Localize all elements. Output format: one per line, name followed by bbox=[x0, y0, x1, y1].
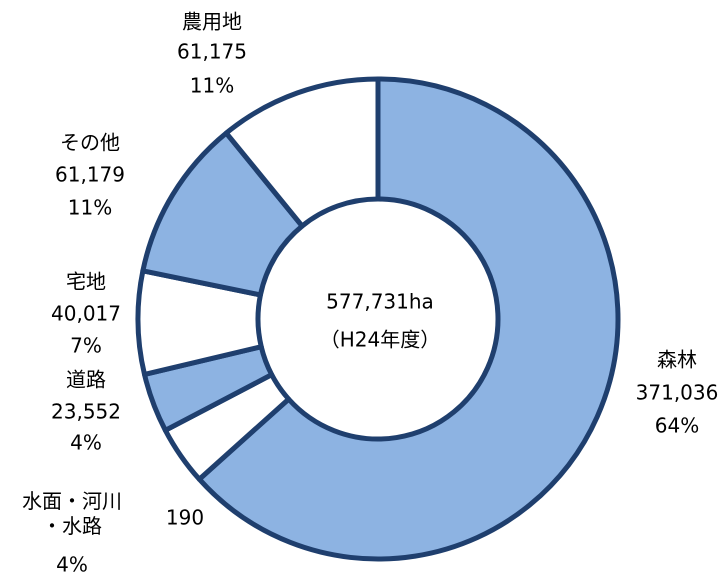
percent-label: 11% bbox=[189, 73, 235, 98]
amount-label: 61,179 bbox=[55, 162, 125, 187]
percent-label: 4% bbox=[56, 552, 88, 577]
percent-label: 4% bbox=[70, 430, 102, 455]
center-text: （H24年度） bbox=[319, 327, 441, 352]
percent-label: 64% bbox=[654, 413, 700, 438]
category-label: 道路 bbox=[66, 367, 106, 392]
percent-label: 11% bbox=[67, 195, 113, 220]
category-label: 水面・河川・水路 bbox=[22, 489, 122, 538]
category-label: 宅地 bbox=[66, 269, 106, 294]
amount-label: 40,017 bbox=[51, 301, 121, 326]
amount-label: 23,552 bbox=[51, 399, 121, 424]
amount-label: 371,036 bbox=[635, 380, 719, 405]
category-label: 農用地 bbox=[182, 9, 242, 34]
amount-label: 190 bbox=[165, 505, 205, 530]
donut-segment bbox=[223, 76, 381, 229]
amount-label: 61,175 bbox=[177, 39, 247, 64]
donut-segment bbox=[196, 76, 621, 562]
center-text: 577,731ha bbox=[326, 289, 434, 314]
category-label: 森林 bbox=[657, 347, 697, 372]
category-label: その他 bbox=[60, 130, 120, 155]
percent-label: 7% bbox=[70, 333, 102, 358]
